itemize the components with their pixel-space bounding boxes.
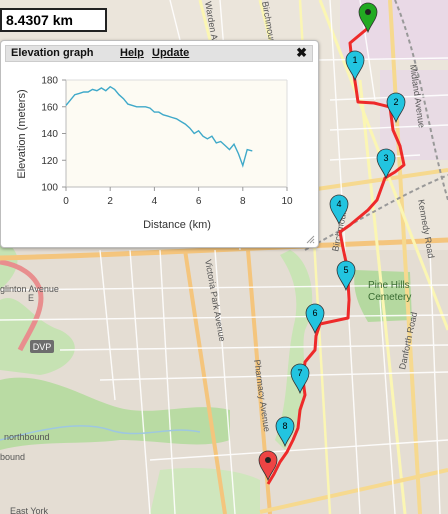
northbound-label: northbound — [4, 432, 50, 442]
waypoint-marker-5[interactable]: 5 — [336, 260, 356, 292]
marker-number: 4 — [336, 199, 341, 209]
marker-number: 3 — [383, 153, 388, 163]
marker-number: 6 — [312, 308, 317, 318]
marker-number: 1 — [352, 55, 357, 65]
x-tick-label: 8 — [240, 196, 246, 207]
marker-number: 8 — [282, 421, 287, 431]
elevation-chart: 0 2 4 6 8 10 100 120 140 160 180 Distance (km) El… — [16, 76, 293, 232]
waypoint-marker-2[interactable]: 2 — [386, 92, 406, 124]
help-link[interactable]: Help — [120, 47, 144, 59]
east-york-label: East York — [10, 506, 49, 514]
marker-number: 5 — [343, 265, 348, 275]
panel-title: Elevation graph — [11, 47, 94, 59]
x-tick-label: 2 — [107, 196, 113, 207]
y-tick-label: 140 — [41, 129, 58, 140]
y-tick-label: 160 — [41, 102, 58, 113]
marker-number: 2 — [393, 97, 398, 107]
pine-hills-label: Pine Hills — [368, 280, 410, 291]
dvp-label: DVP — [33, 342, 52, 352]
elevation-panel: Elevation graph Help Update ✖ 0 2 4 6 8 10 10… — [0, 40, 319, 248]
resize-handle-icon[interactable] — [306, 235, 315, 244]
eglinton-e-label: E — [28, 293, 34, 303]
distance-readout: 8.4307 km — [0, 8, 107, 32]
y-tick-label: 180 — [41, 76, 58, 87]
end-marker-icon[interactable] — [258, 450, 278, 482]
waypoint-marker-3[interactable]: 3 — [376, 148, 396, 180]
x-tick-label: 0 — [63, 196, 69, 207]
waypoint-marker-6[interactable]: 6 — [305, 303, 325, 335]
dvp-shield: DVP — [30, 340, 54, 353]
pine-hills-cemetery-label: Cemetery — [368, 292, 411, 303]
x-tick-label: 4 — [152, 196, 158, 207]
update-link[interactable]: Update — [152, 47, 190, 59]
x-tick-label: 6 — [196, 196, 202, 207]
x-tick-label: 10 — [281, 196, 293, 207]
bound-label: bound — [0, 452, 25, 462]
panel-header[interactable]: Elevation graph Help Update ✖ — [5, 45, 313, 62]
route-line — [266, 26, 406, 485]
y-tick-label: 100 — [41, 183, 58, 194]
eglinton-label: glinton Avenue — [0, 284, 59, 294]
y-tick-label: 120 — [41, 156, 58, 167]
plot-background — [66, 80, 287, 187]
x-axis-label: Distance (km) — [143, 219, 211, 231]
waypoint-marker-7[interactable]: 7 — [290, 363, 310, 395]
y-axis-label: Elevation (meters) — [16, 89, 28, 178]
waypoint-marker-8[interactable]: 8 — [275, 416, 295, 448]
start-marker-icon[interactable] — [358, 2, 378, 34]
elevation-series-line — [65, 85, 253, 168]
waypoint-marker-1[interactable]: 1 — [345, 50, 365, 82]
waypoint-marker-4[interactable]: 4 — [329, 194, 349, 226]
close-icon[interactable]: ✖ — [296, 45, 307, 60]
marker-number: 7 — [297, 368, 302, 378]
